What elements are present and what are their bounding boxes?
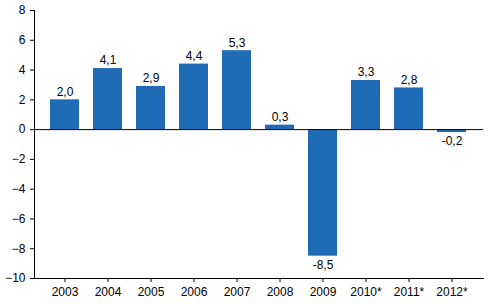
svg-text:2006: 2006 bbox=[181, 285, 208, 299]
svg-text:2004: 2004 bbox=[95, 285, 122, 299]
svg-text:0: 0 bbox=[19, 122, 26, 136]
svg-text:2: 2 bbox=[19, 93, 26, 107]
svg-text:2,0: 2,0 bbox=[57, 85, 74, 99]
svg-text:−6: −6 bbox=[12, 212, 26, 226]
svg-text:2012*: 2012* bbox=[436, 285, 468, 299]
svg-text:5,3: 5,3 bbox=[229, 36, 246, 50]
svg-text:6: 6 bbox=[19, 33, 26, 47]
svg-text:2008: 2008 bbox=[267, 285, 294, 299]
svg-text:0,3: 0,3 bbox=[272, 110, 289, 124]
svg-text:2,9: 2,9 bbox=[143, 71, 160, 85]
svg-text:2003: 2003 bbox=[52, 285, 79, 299]
svg-text:2010*: 2010* bbox=[350, 285, 382, 299]
svg-text:4,1: 4,1 bbox=[100, 53, 117, 67]
svg-text:−10: −10 bbox=[5, 271, 26, 285]
svg-text:−4: −4 bbox=[12, 182, 26, 196]
svg-text:2007: 2007 bbox=[224, 285, 251, 299]
svg-text:2011*: 2011* bbox=[394, 285, 425, 299]
svg-text:4,4: 4,4 bbox=[186, 49, 203, 63]
svg-text:−8: −8 bbox=[12, 242, 26, 256]
svg-text:-0,2: -0,2 bbox=[442, 134, 463, 148]
svg-text:4: 4 bbox=[19, 63, 26, 77]
svg-text:2,8: 2,8 bbox=[401, 73, 418, 87]
svg-text:2009: 2009 bbox=[310, 285, 337, 299]
svg-text:-8,5: -8,5 bbox=[313, 258, 334, 272]
svg-text:3,3: 3,3 bbox=[358, 65, 375, 79]
svg-text:2005: 2005 bbox=[138, 285, 165, 299]
svg-text:−2: −2 bbox=[12, 152, 26, 166]
svg-text:8: 8 bbox=[19, 3, 26, 17]
